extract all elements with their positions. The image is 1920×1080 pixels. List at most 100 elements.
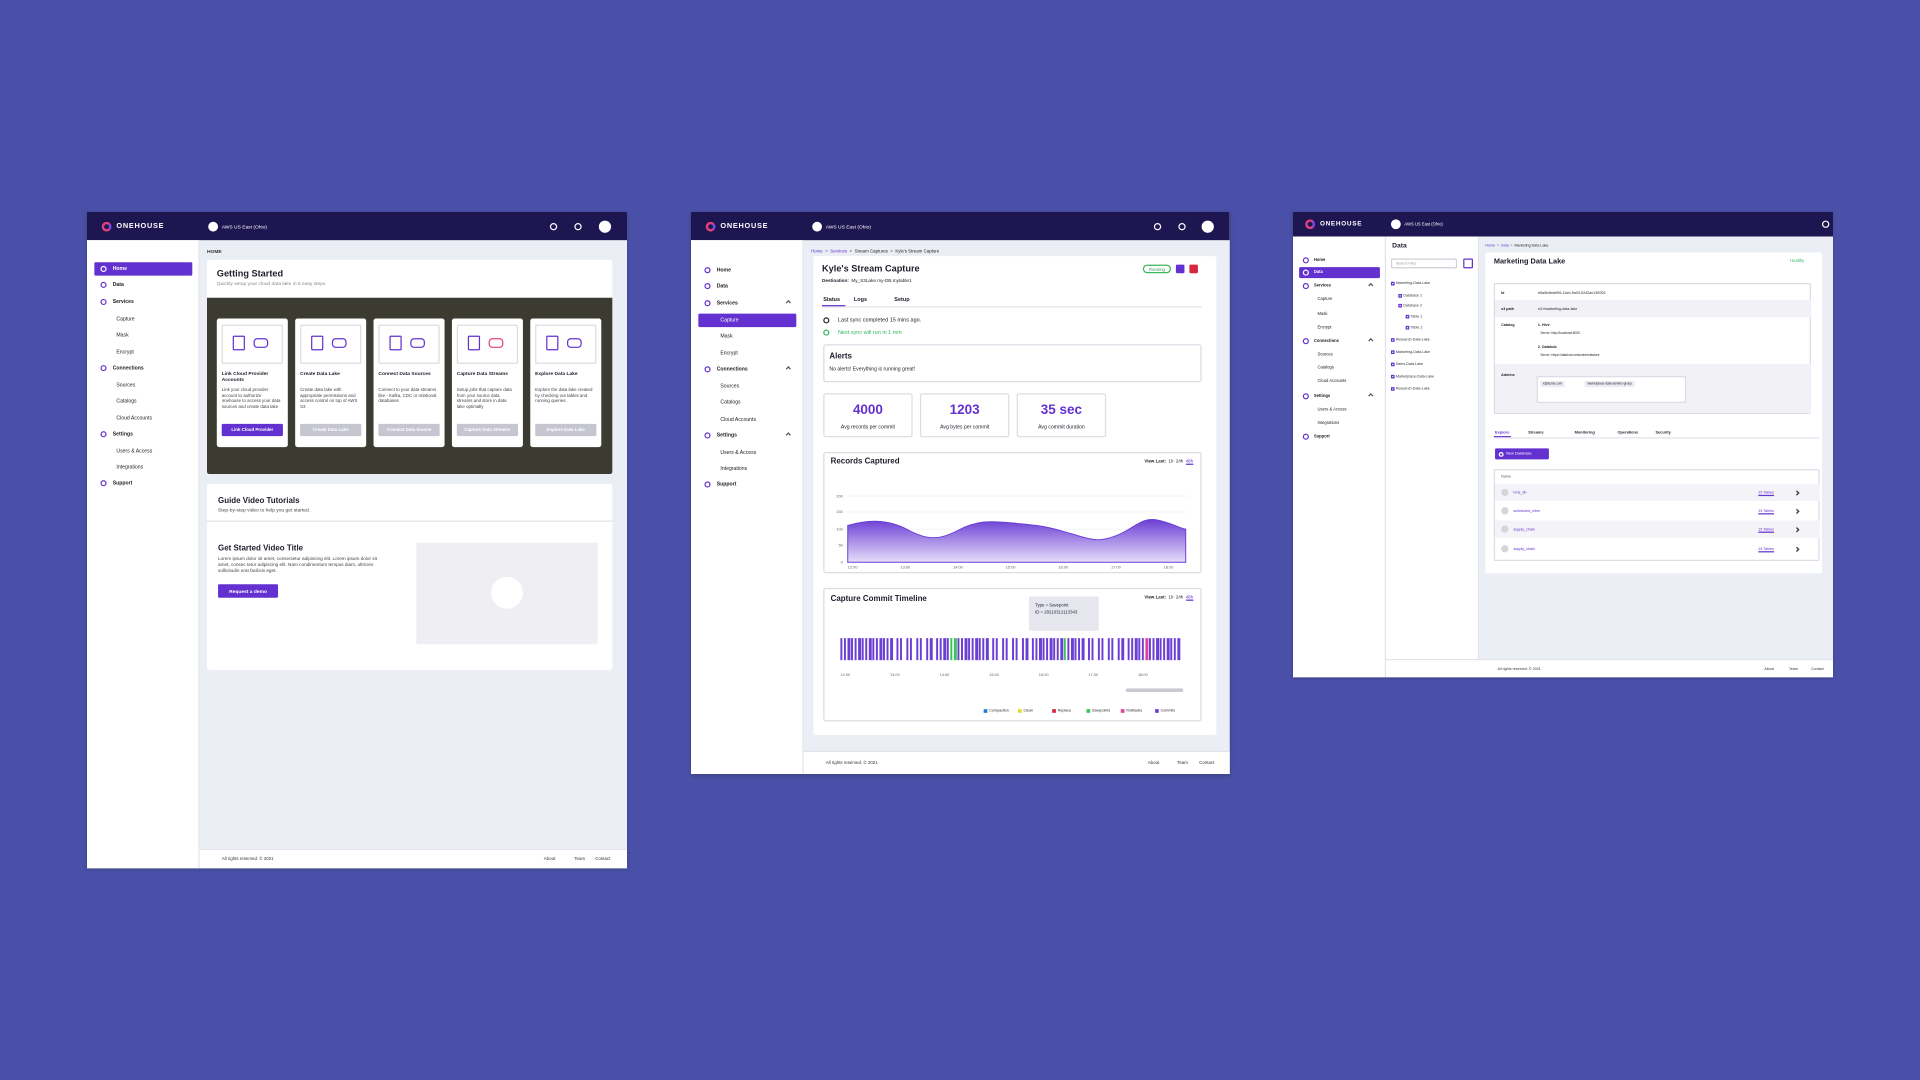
commit-bar[interactable] <box>929 638 933 661</box>
nav-item[interactable]: Sources <box>116 381 136 388</box>
demo-button[interactable]: Request a demo <box>218 584 279 598</box>
nav-item[interactable]: Home <box>1313 257 1326 263</box>
footer-link[interactable]: About <box>543 856 556 861</box>
nav-item[interactable]: Home <box>112 265 127 272</box>
commit-bar[interactable] <box>851 638 854 661</box>
commit-bar[interactable] <box>1021 638 1024 661</box>
commit-bar[interactable] <box>926 638 929 661</box>
commit-bar[interactable] <box>1156 638 1160 661</box>
commit-bar[interactable] <box>1070 638 1074 661</box>
nav-item[interactable]: Integrations <box>116 463 144 470</box>
commit-bar[interactable] <box>950 638 953 661</box>
nav-item[interactable]: Settings <box>716 431 737 438</box>
tab[interactable]: Setup <box>894 295 910 303</box>
commit-bar[interactable] <box>975 638 979 661</box>
commit-bar[interactable] <box>1067 638 1070 661</box>
commit-bar[interactable] <box>1163 638 1166 661</box>
step-button[interactable]: Link Cloud Provider <box>221 423 283 437</box>
commit-bar[interactable] <box>1056 638 1059 661</box>
range-option[interactable]: 1h <box>1168 458 1174 464</box>
commit-bar[interactable] <box>896 638 899 661</box>
row-tables[interactable]: 15 Tables <box>1758 546 1774 552</box>
tree-item[interactable]: Sales-Data-Lake <box>1395 361 1424 367</box>
commit-bar[interactable] <box>1111 638 1114 661</box>
commit-bar[interactable] <box>953 638 957 661</box>
commit-bar[interactable] <box>879 638 883 661</box>
nav-item[interactable]: Support <box>1313 433 1330 439</box>
nav-item[interactable]: Sources <box>720 382 740 389</box>
nav-item[interactable]: Users & Access <box>1317 406 1347 412</box>
top-icon[interactable] <box>1178 222 1186 230</box>
commit-bar[interactable] <box>1060 638 1064 661</box>
nav-item[interactable]: Home <box>716 266 731 273</box>
commit-bar[interactable] <box>872 638 875 661</box>
nav-item[interactable]: Catalogs <box>720 398 741 405</box>
nav-item[interactable]: Mask <box>720 332 733 339</box>
nav-item[interactable]: Catalogs <box>1317 365 1334 370</box>
footer-link[interactable]: Team <box>1788 665 1798 671</box>
commit-bar[interactable] <box>1035 638 1038 661</box>
commit-bar[interactable] <box>861 638 864 661</box>
nav-item[interactable]: Support <box>716 480 737 487</box>
step-button[interactable]: Create Data Lake <box>300 423 362 437</box>
commit-bar[interactable] <box>995 638 998 661</box>
commit-bar[interactable] <box>968 638 971 661</box>
nav-item[interactable]: Settings <box>112 430 133 437</box>
row-tables[interactable]: 15 Tables <box>1758 526 1774 532</box>
commit-bar[interactable] <box>1177 638 1181 661</box>
commit-bar[interactable] <box>1039 638 1042 661</box>
tree-item[interactable]: Marketplace-Data-Lake <box>1395 373 1435 379</box>
commit-bar[interactable] <box>1081 638 1085 661</box>
commit-bar[interactable] <box>909 638 912 661</box>
nav-item[interactable]: Cloud Accounts <box>1317 378 1347 384</box>
nav-item[interactable]: Sources <box>1317 351 1333 357</box>
tree-item[interactable]: Research-Data-Lake <box>1395 385 1430 391</box>
top-icon[interactable] <box>1821 220 1830 228</box>
nav-item[interactable]: Services <box>1313 283 1331 288</box>
nav-item[interactable]: Integrations <box>720 464 748 471</box>
nav-item[interactable]: Data <box>112 281 124 288</box>
commit-bar[interactable] <box>1005 638 1008 661</box>
footer-link[interactable]: Team <box>574 856 586 861</box>
footer-link[interactable]: Team <box>1177 759 1188 765</box>
commit-bar[interactable] <box>854 638 857 661</box>
commit-bar[interactable] <box>883 638 885 661</box>
tree-item[interactable]: Table 1 <box>1410 313 1423 319</box>
commit-bar[interactable] <box>865 638 868 661</box>
commit-bar[interactable] <box>919 638 922 661</box>
scrollbar[interactable] <box>1125 688 1184 692</box>
range-option[interactable]: 48h <box>1185 458 1194 465</box>
nav-item[interactable]: Connections <box>716 365 748 372</box>
range-option[interactable]: 24h <box>1175 458 1184 464</box>
range-option[interactable]: 1h <box>1168 594 1174 600</box>
commit-bar[interactable] <box>847 638 851 661</box>
step-button[interactable]: Capture Data Streams <box>456 423 519 437</box>
commit-bar[interactable] <box>1063 638 1066 661</box>
search-box[interactable]: Search Files <box>1390 258 1458 269</box>
commit-bar[interactable] <box>1049 638 1053 661</box>
commit-bar[interactable] <box>1097 638 1100 661</box>
tree-item[interactable]: Database 1 <box>1403 292 1423 298</box>
row-name[interactable]: hms_db <box>1513 489 1527 495</box>
commit-bar[interactable] <box>1015 638 1018 661</box>
nav-item[interactable]: Cloud Accounts <box>720 415 757 423</box>
nav-item[interactable]: Catalogs <box>116 397 137 404</box>
row-tables[interactable]: 15 Tables <box>1758 489 1774 495</box>
commit-bar[interactable] <box>982 638 985 661</box>
nav-item[interactable]: Capture <box>116 315 135 322</box>
commit-bar[interactable] <box>1152 638 1155 661</box>
play-button[interactable] <box>491 576 523 609</box>
commit-bar[interactable] <box>1091 638 1094 661</box>
commit-bar[interactable] <box>1148 638 1151 661</box>
commit-bar[interactable] <box>1145 638 1149 661</box>
new-database-button[interactable]: New Database <box>1495 448 1549 460</box>
tree-item[interactable]: Marketing-Data-Lake <box>1395 280 1431 286</box>
step-button[interactable]: Connect Data Source <box>378 423 440 437</box>
commit-bar[interactable] <box>1101 638 1104 661</box>
tree-item[interactable]: Database 2 <box>1403 302 1423 308</box>
commit-bar[interactable] <box>1121 638 1125 661</box>
footer-link[interactable]: Contact <box>595 856 611 861</box>
commit-bar[interactable] <box>978 638 981 661</box>
nav-item[interactable]: Users & Access <box>116 447 153 454</box>
nav-item[interactable]: Settings <box>1313 393 1331 399</box>
